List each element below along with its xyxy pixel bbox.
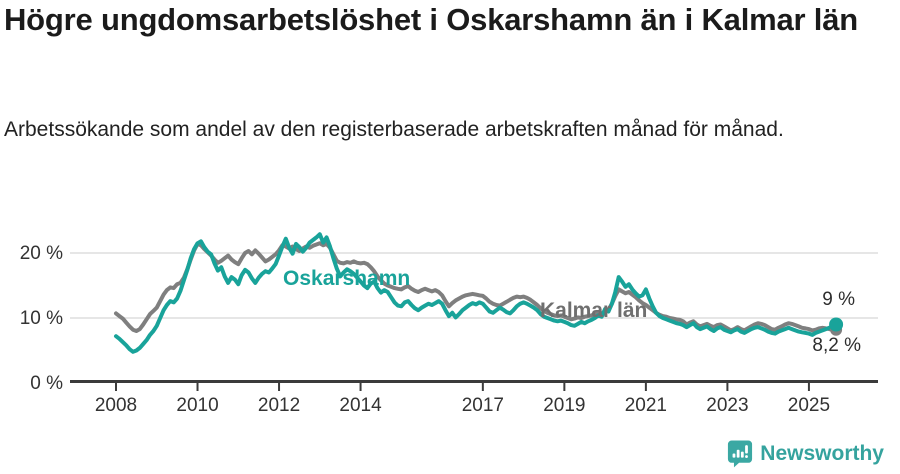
x-tick-label: 2019 <box>543 395 585 416</box>
line-kalmar <box>114 241 839 333</box>
x-tick-label: 2014 <box>339 395 382 416</box>
series-label-kalmar: Kalmar län <box>540 299 647 322</box>
axis-labels: 0 % 10 % 20 % 2008 2010 2012 2014 2017 2019 2021 2… <box>20 243 830 416</box>
axis-ticks <box>115 383 810 391</box>
x-tick-label: 2012 <box>258 395 300 416</box>
x-tick-label: 2008 <box>95 395 137 416</box>
x-tick-label: 2010 <box>176 395 218 416</box>
line-oskarshamn <box>114 232 839 354</box>
y-tick-label: 10 % <box>20 308 63 329</box>
chart-subtitle: Arbetssökande som andel av den registerb… <box>4 118 784 141</box>
end-dots <box>829 317 844 336</box>
page-title: Högre ungdomsarbetslöshet i Oskarshamn ä… <box>4 2 858 37</box>
gridlines <box>70 252 878 319</box>
y-tick-label: 0 % <box>30 373 63 394</box>
x-tick-label: 2023 <box>706 395 748 416</box>
newsworthy-logo-icon <box>728 440 753 468</box>
newsworthy-brand-link[interactable]: Newsworthy <box>727 439 884 468</box>
end-dot-oskarshamn <box>829 317 844 332</box>
y-tick-label: 20 % <box>20 243 63 264</box>
series-label-oskarshamn: Oskarshamn <box>283 267 410 290</box>
end-value-kalmar: 8,2 % <box>812 335 861 356</box>
brand-name: Newsworthy <box>760 441 884 465</box>
x-tick-label: 2017 <box>462 395 504 416</box>
data-lines <box>114 232 839 354</box>
end-value-oskarshamn: 9 % <box>822 289 855 310</box>
x-tick-label: 2025 <box>788 395 830 416</box>
x-tick-label: 2021 <box>625 395 667 416</box>
